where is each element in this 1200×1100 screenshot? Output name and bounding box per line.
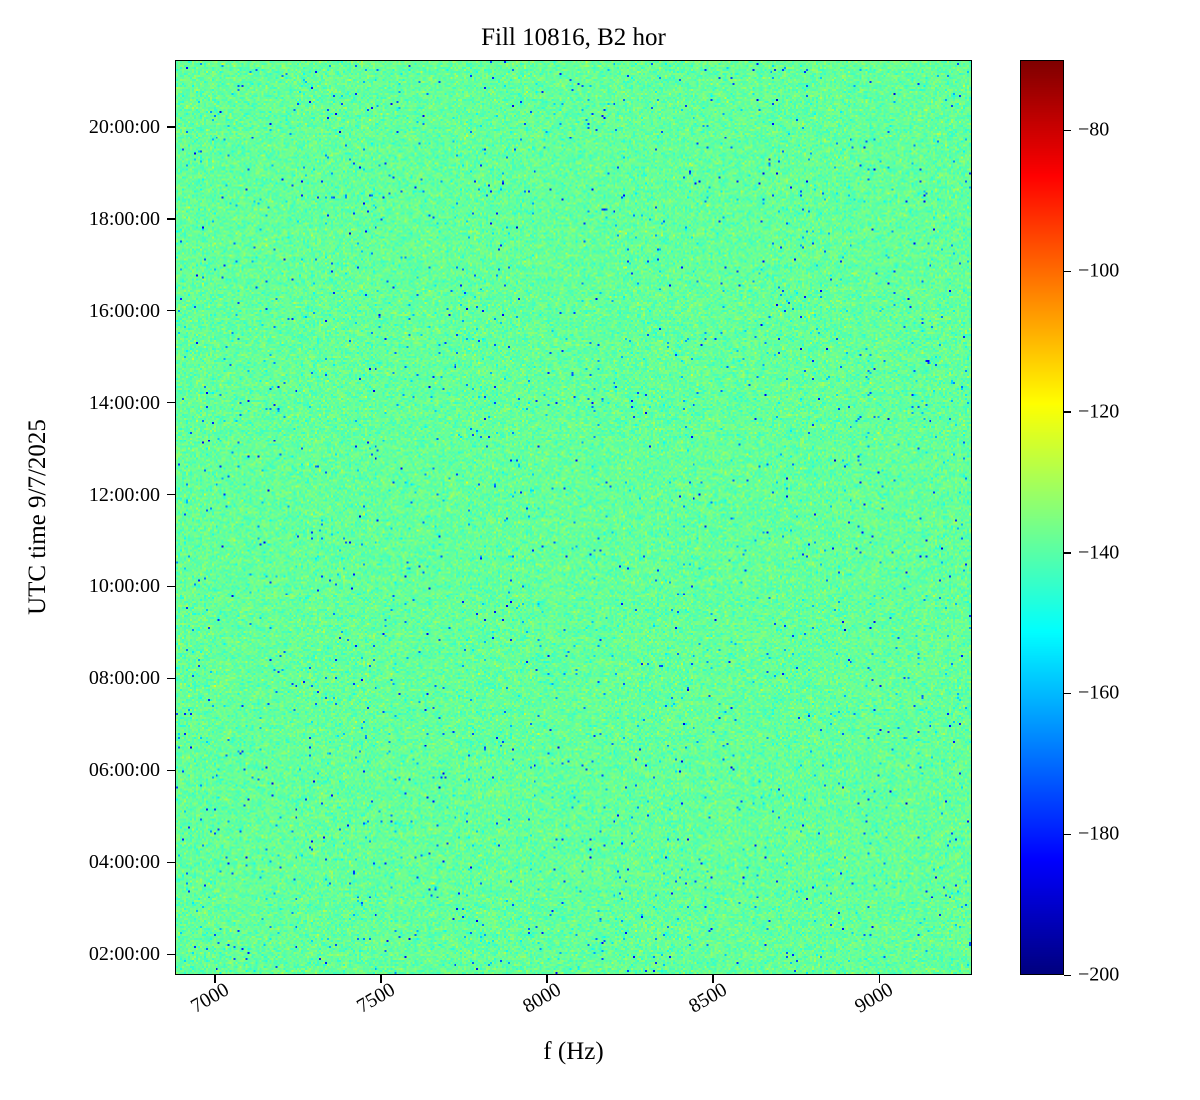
y-tick-label: 16:00:00 (88, 299, 160, 322)
y-tick-mark (167, 861, 175, 864)
y-tick-mark (167, 218, 175, 220)
y-tick-mark (167, 953, 175, 956)
colorbar-tick-mark (1064, 833, 1071, 836)
colorbar (1020, 60, 1064, 975)
y-tick-label: 06:00:00 (88, 759, 160, 782)
colorbar-tick-label: −120 (1078, 400, 1120, 423)
colorbar-tick-mark (1064, 411, 1071, 413)
colorbar-tick-mark (1064, 270, 1071, 273)
x-tick-label: 8000 (519, 978, 565, 1018)
y-tick-label: 12:00:00 (88, 483, 160, 506)
y-tick-label: 08:00:00 (88, 667, 160, 690)
colorbar-canvas (1021, 61, 1063, 974)
y-tick-mark (167, 402, 175, 404)
colorbar-tick-mark (1064, 129, 1071, 132)
x-tick-label: 7500 (353, 978, 399, 1018)
colorbar-tick-label: −80 (1078, 118, 1110, 141)
colorbar-tick-mark (1064, 552, 1071, 554)
y-tick-mark (167, 494, 175, 496)
x-tick-mark (214, 975, 216, 983)
colorbar-tick-label: −180 (1078, 822, 1120, 845)
y-tick-mark (167, 677, 175, 680)
chart-title: Fill 10816, B2 hor (481, 24, 666, 51)
colorbar-tick-label: −100 (1078, 259, 1120, 282)
heatmap-canvas (176, 61, 971, 974)
y-tick-label: 18:00:00 (88, 207, 160, 230)
y-tick-label: 10:00:00 (88, 575, 160, 598)
x-tick-label: 7000 (186, 978, 233, 1018)
y-tick-mark (167, 585, 175, 588)
plot-area (175, 60, 972, 975)
colorbar-tick-label: −140 (1078, 541, 1120, 564)
y-tick-mark (167, 310, 175, 312)
colorbar-tick-mark (1064, 692, 1071, 695)
y-tick-mark (167, 769, 175, 772)
colorbar-tick-mark (1064, 974, 1071, 976)
x-tick-label: 9000 (851, 978, 897, 1018)
y-tick-label: 20:00:00 (88, 115, 160, 138)
x-tick-mark (380, 975, 382, 983)
x-tick-label: 8500 (685, 978, 731, 1018)
x-tick-mark (878, 975, 880, 983)
y-tick-mark (167, 126, 175, 128)
colorbar-tick-label: −160 (1078, 681, 1120, 704)
x-tick-mark (712, 975, 714, 983)
x-axis-label: f (Hz) (543, 1038, 604, 1065)
colorbar-tick-label: −200 (1078, 963, 1120, 986)
y-tick-label: 14:00:00 (88, 391, 160, 414)
y-tick-label: 02:00:00 (88, 943, 160, 966)
y-tick-label: 04:00:00 (88, 851, 160, 874)
x-tick-mark (546, 975, 548, 983)
